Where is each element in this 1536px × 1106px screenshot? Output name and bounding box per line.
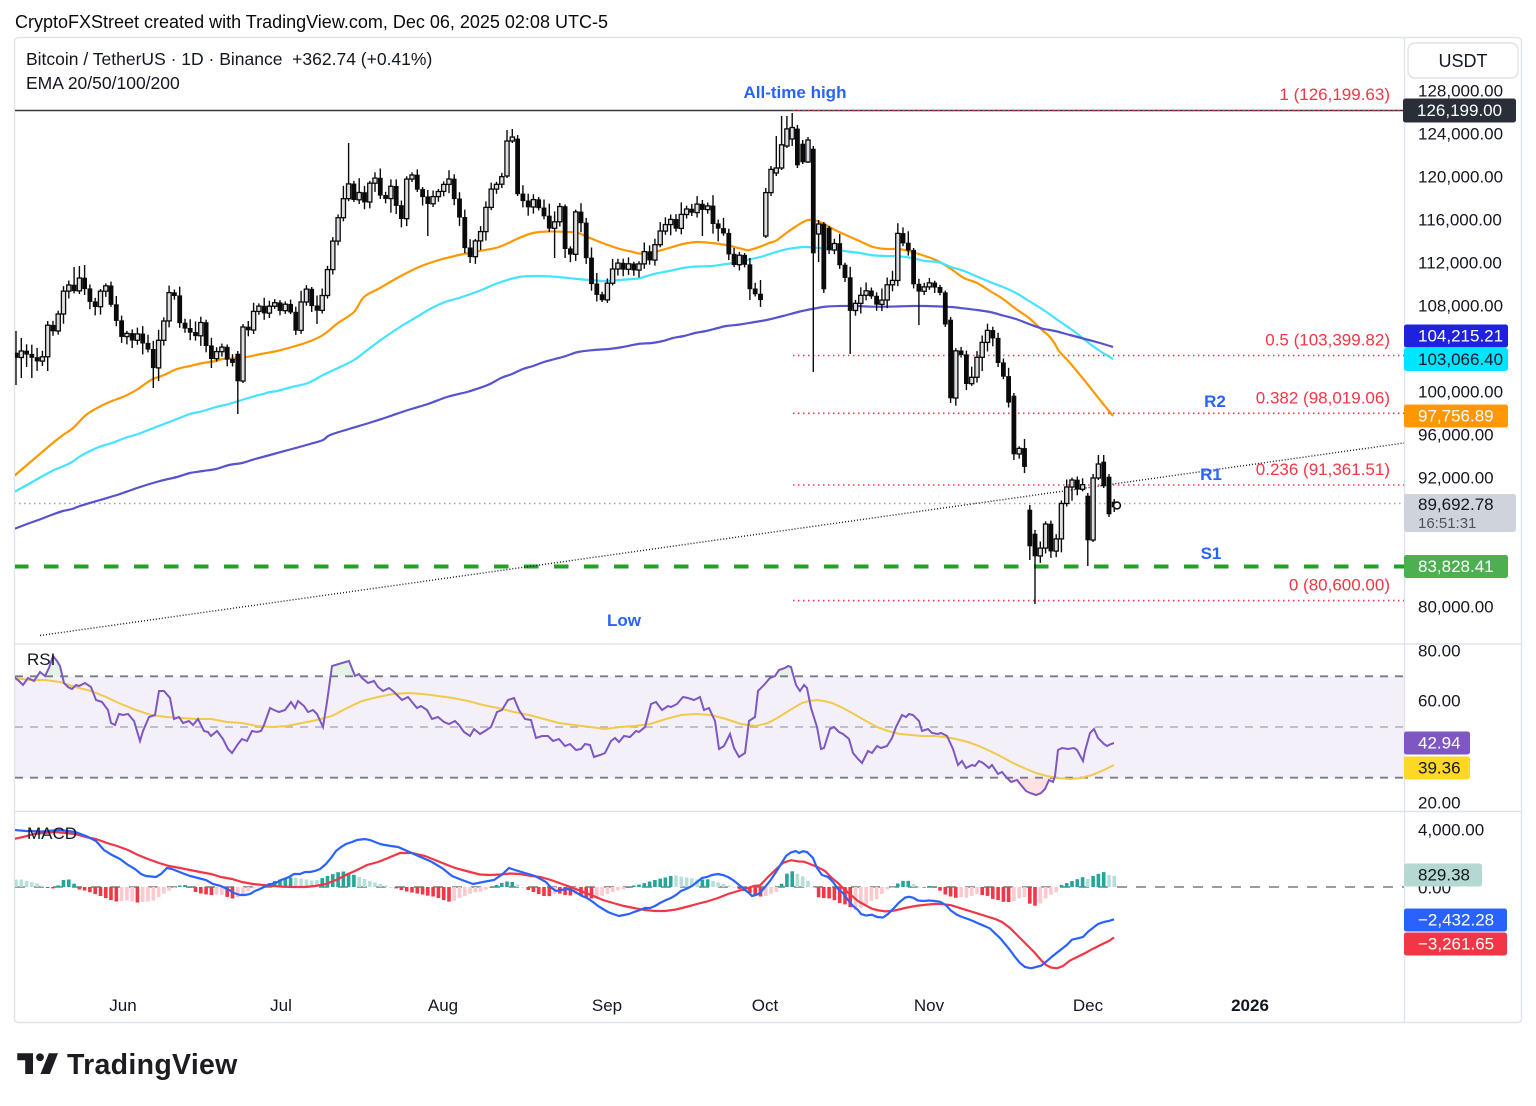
svg-text:96,000.00: 96,000.00 bbox=[1418, 426, 1494, 445]
svg-text:0.5 (103,399.82): 0.5 (103,399.82) bbox=[1265, 331, 1390, 350]
svg-text:104,215.21: 104,215.21 bbox=[1418, 327, 1503, 346]
svg-text:TradingView: TradingView bbox=[67, 1049, 238, 1081]
svg-text:EMA 20/50/100/200: EMA 20/50/100/200 bbox=[26, 73, 180, 93]
svg-text:20.00: 20.00 bbox=[1418, 794, 1461, 813]
svg-text:124,000.00: 124,000.00 bbox=[1418, 125, 1503, 144]
svg-text:4,000.00: 4,000.00 bbox=[1418, 821, 1484, 840]
svg-text:60.00: 60.00 bbox=[1418, 692, 1461, 711]
svg-text:120,000.00: 120,000.00 bbox=[1418, 168, 1503, 187]
svg-text:42.94: 42.94 bbox=[1418, 734, 1461, 753]
svg-text:RSI: RSI bbox=[27, 650, 55, 669]
svg-text:80.00: 80.00 bbox=[1418, 642, 1461, 661]
svg-text:MACD: MACD bbox=[27, 824, 77, 843]
svg-text:Dec: Dec bbox=[1073, 996, 1104, 1015]
svg-text:USDT: USDT bbox=[1439, 51, 1488, 71]
svg-text:Sep: Sep bbox=[592, 996, 622, 1015]
svg-text:108,000.00: 108,000.00 bbox=[1418, 297, 1503, 316]
svg-text:0.382 (98,019.06): 0.382 (98,019.06) bbox=[1256, 388, 1390, 407]
svg-text:Jul: Jul bbox=[270, 996, 292, 1015]
svg-text:89,692.78: 89,692.78 bbox=[1418, 495, 1494, 514]
svg-text:92,000.00: 92,000.00 bbox=[1418, 469, 1494, 488]
svg-text:Oct: Oct bbox=[752, 996, 779, 1015]
svg-text:R1: R1 bbox=[1200, 465, 1222, 484]
svg-text:−2,432.28: −2,432.28 bbox=[1418, 911, 1494, 930]
svg-text:83,828.41: 83,828.41 bbox=[1418, 557, 1494, 576]
svg-text:116,000.00: 116,000.00 bbox=[1418, 211, 1502, 230]
svg-text:R2: R2 bbox=[1204, 392, 1226, 411]
svg-text:0 (80,600.00): 0 (80,600.00) bbox=[1289, 576, 1390, 595]
svg-text:39.36: 39.36 bbox=[1418, 759, 1461, 778]
svg-text:100,000.00: 100,000.00 bbox=[1418, 383, 1503, 402]
svg-text:103,066.40: 103,066.40 bbox=[1418, 350, 1503, 369]
svg-text:CryptoFXStreet created with Tr: CryptoFXStreet created with TradingView.… bbox=[15, 12, 608, 32]
svg-text:97,756.89: 97,756.89 bbox=[1418, 407, 1494, 426]
svg-text:112,000.00: 112,000.00 bbox=[1418, 254, 1502, 273]
svg-text:All-time high: All-time high bbox=[744, 83, 847, 102]
svg-text:2026: 2026 bbox=[1231, 996, 1269, 1015]
svg-text:80,000.00: 80,000.00 bbox=[1418, 598, 1494, 617]
svg-text:S1: S1 bbox=[1201, 544, 1222, 563]
svg-text:Nov: Nov bbox=[914, 996, 945, 1015]
svg-text:126,199.00: 126,199.00 bbox=[1417, 101, 1502, 120]
svg-text:16:51:31: 16:51:31 bbox=[1418, 515, 1476, 532]
svg-text:−3,261.65: −3,261.65 bbox=[1418, 935, 1494, 954]
svg-text:Low: Low bbox=[607, 611, 642, 630]
svg-text:128,000.00: 128,000.00 bbox=[1418, 82, 1503, 101]
svg-text:Aug: Aug bbox=[428, 996, 458, 1015]
svg-text:1 (126,199.63): 1 (126,199.63) bbox=[1279, 85, 1390, 104]
svg-text:Jun: Jun bbox=[109, 996, 136, 1015]
svg-text:829.38: 829.38 bbox=[1418, 866, 1470, 885]
svg-text:0.236 (91,361.51): 0.236 (91,361.51) bbox=[1256, 460, 1390, 479]
svg-text:Bitcoin / TetherUS · 1D · Bina: Bitcoin / TetherUS · 1D · Binance +362.7… bbox=[26, 49, 432, 69]
